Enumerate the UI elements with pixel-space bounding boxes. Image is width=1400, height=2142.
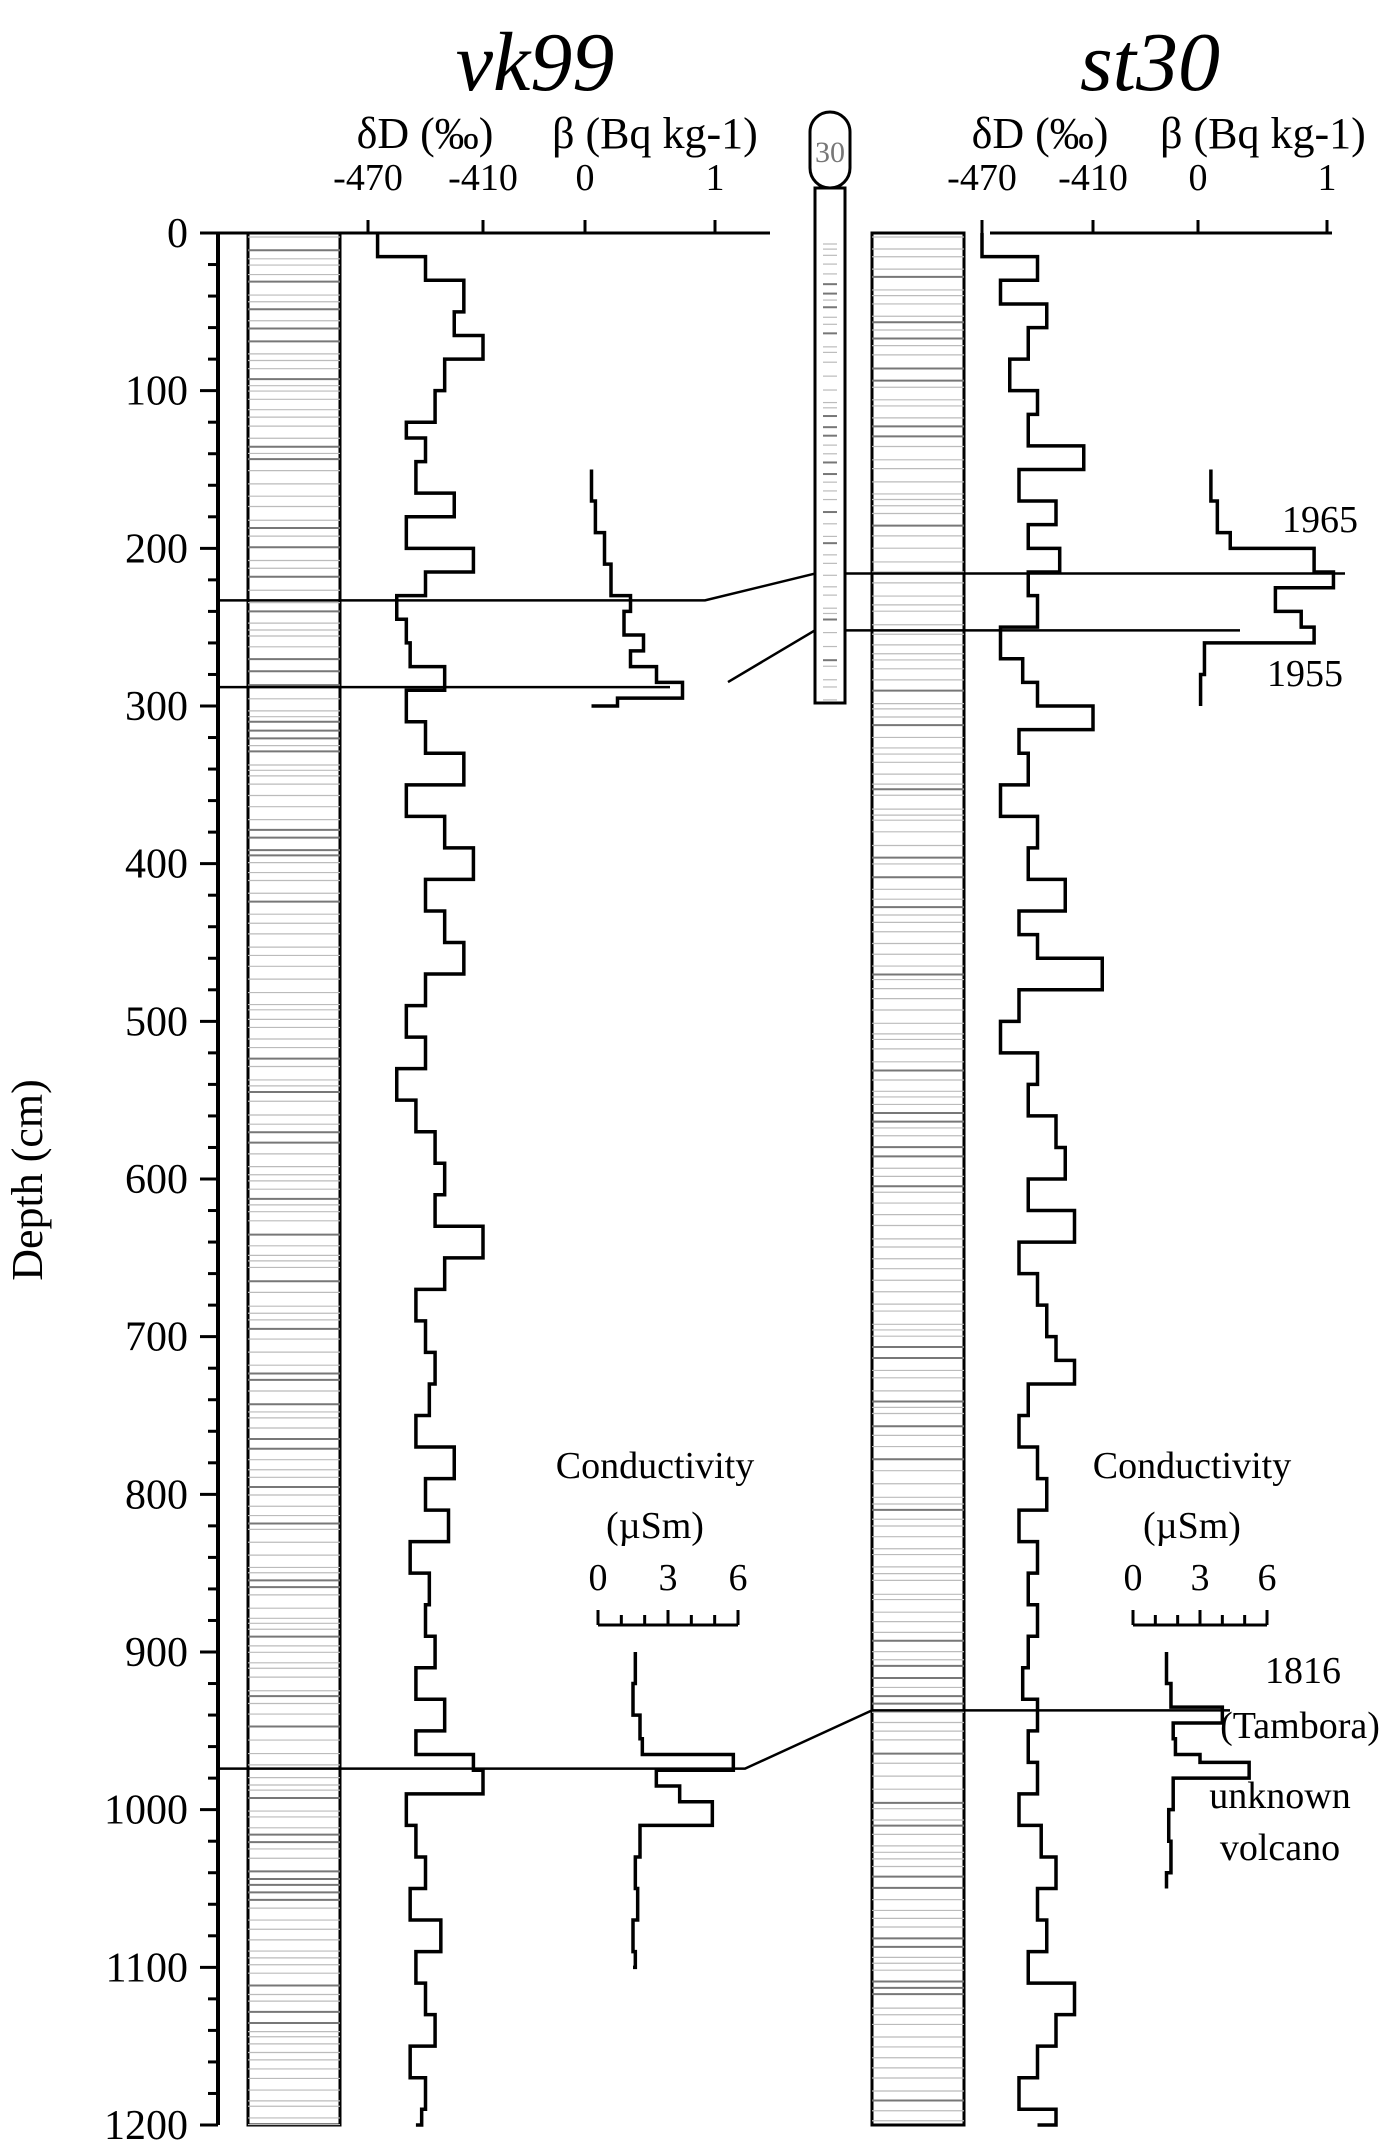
depth-axis-label: Depth (cm) [3,1079,52,1281]
tie-line-1965-vk99 [218,572,816,602]
st30-dD-series [980,233,1104,2127]
st30-stratigraphy-layers [872,236,964,2122]
vk99-dD-tick-2: -410 [448,157,518,199]
vk99-cond-tick-3: 3 [659,1557,678,1599]
label-1965: 1965 [1282,499,1358,541]
label-unknown: unknown [1209,1775,1350,1817]
st30-cond-tick-3: 3 [1191,1557,1210,1599]
tie-line-1955-connector [727,629,816,684]
y-tick-label: 600 [125,1157,188,1203]
vk99-beta-series [589,469,685,708]
middle-column-label: 30 [815,136,845,169]
st30-beta-series [1198,469,1336,706]
st30-cond-tick-6: 6 [1258,1557,1277,1599]
tie-lines [218,572,1345,1770]
vk99-stratigraphy-column [246,231,342,2127]
label-1955: 1955 [1267,653,1343,695]
vk99-cond-tick-6: 6 [729,1557,748,1599]
vk99-dD-tick-1: -470 [333,157,403,199]
vk99-title: vk99 [456,16,615,109]
st30-dD-tick-1: -470 [947,157,1017,199]
y-tick-label: 500 [125,999,188,1045]
y-tick-label: 200 [125,526,188,572]
vk99-beta-tick-1: 1 [706,157,725,199]
y-tick-label: 800 [125,1472,188,1518]
vk99-dD-label: δD (‰) [357,109,494,158]
vk99-dD-series [375,233,485,2127]
vk99-stratigraphy-layers [248,236,340,2126]
st30-conductivity-series [1164,1652,1251,1889]
conductivity-axes [596,1610,1269,1627]
vk99-cond-label-2: (µSm) [606,1505,704,1547]
y-tick-label: 100 [125,369,188,415]
st30-stratigraphy-column [870,231,966,2127]
label-tambora: (Tambora) [1220,1705,1380,1747]
vk99-beta-tick-0: 0 [576,157,595,199]
st30-beta-label: β (Bq kg-1) [1160,109,1366,158]
data-traces [375,233,1336,2127]
depth-axis-ticks: 0 100 200 300 400 500 600 700 800 900 1000 1100 1200 [104,211,218,2142]
st30-cond-tick-0: 0 [1124,1557,1143,1599]
vk99-conductivity-series [631,1652,736,1970]
vk99-beta-label: β (Bq kg-1) [552,109,758,158]
y-tick-label: 300 [125,684,188,730]
st30-cond-label-2: (µSm) [1143,1505,1241,1547]
top-axis-ticks [366,220,1329,233]
label-volcano: volcano [1220,1827,1340,1869]
st30-cond-label-1: Conductivity [1093,1445,1291,1487]
vk99-cond-label-1: Conductivity [556,1445,754,1487]
st30-dD-label: δD (‰) [972,109,1109,158]
st30-title: st30 [1080,16,1220,109]
vk99-cond-tick-0: 0 [589,1557,608,1599]
st30-beta-tick-0: 0 [1189,157,1208,199]
middle-column-layers [823,243,837,701]
st30-dD-tick-2: -410 [1058,157,1128,199]
y-tick-label: 700 [125,1315,188,1361]
y-tick-label: 900 [125,1630,188,1676]
y-tick-label: 1200 [104,2103,188,2142]
y-tick-label: 400 [125,842,188,888]
y-tick-label: 1000 [104,1788,188,1834]
y-tick-label: 1100 [106,1945,188,1991]
y-tick-label: 0 [167,211,188,257]
label-1816: 1816 [1265,1650,1341,1692]
tie-line-1816 [218,1709,1230,1770]
st30-beta-tick-1: 1 [1318,157,1337,199]
